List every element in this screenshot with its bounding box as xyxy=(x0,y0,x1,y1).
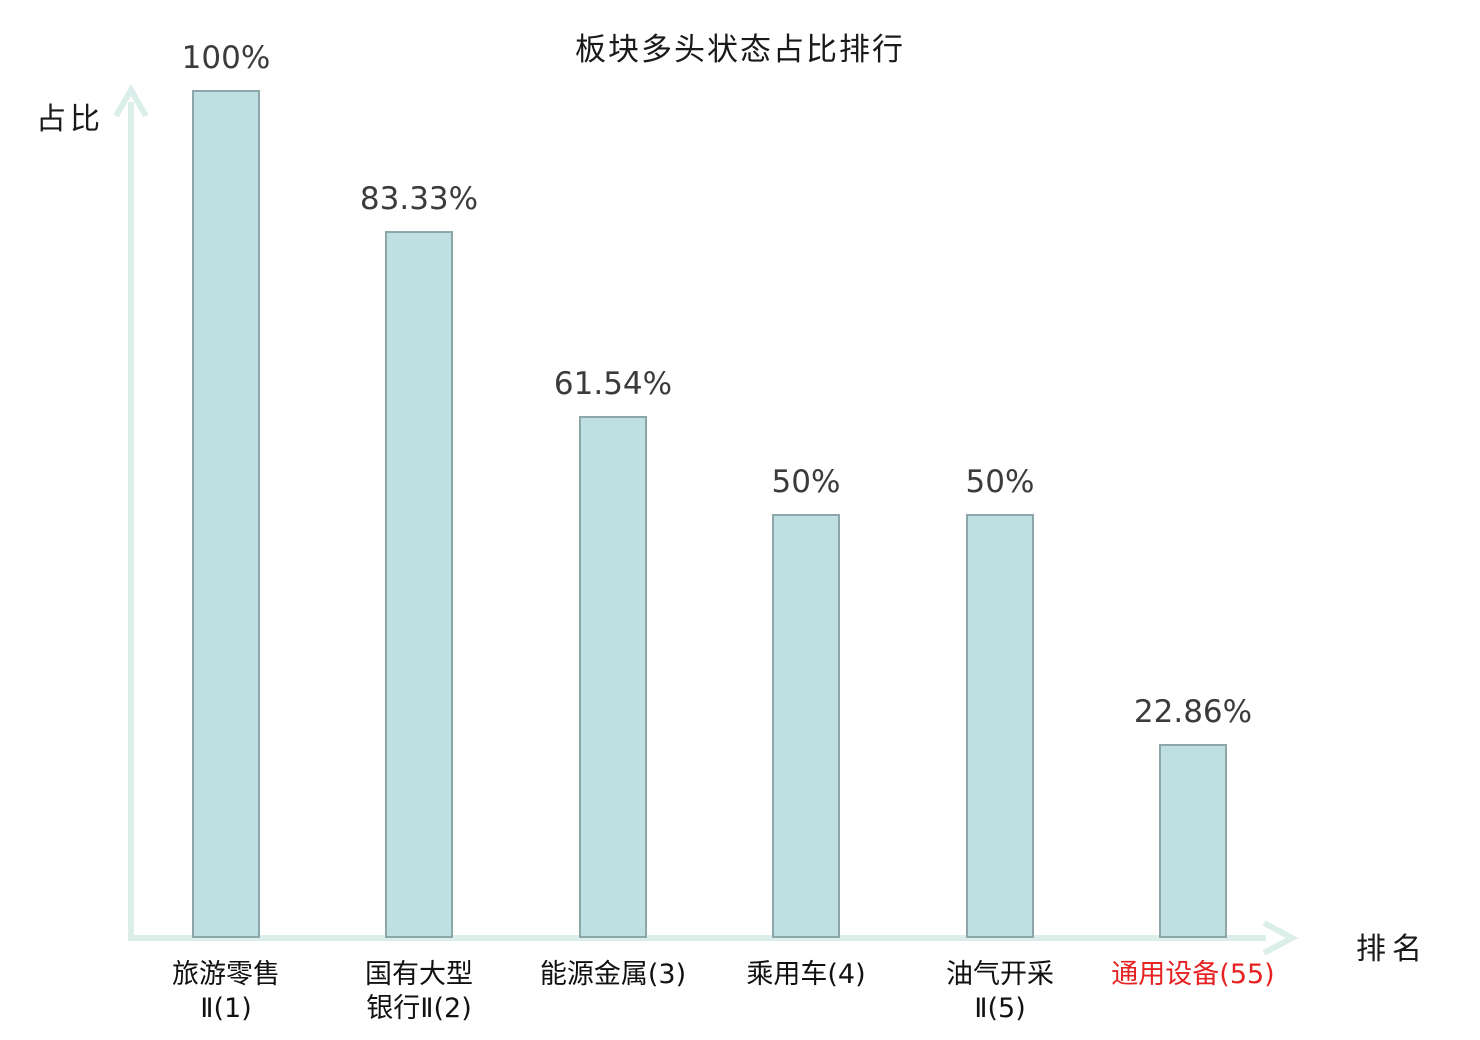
category-label-line: 国有大型 xyxy=(365,959,473,990)
category-label: 国有大型 银行Ⅱ(2) xyxy=(289,958,549,1026)
bar xyxy=(579,416,647,938)
bar xyxy=(1159,744,1227,938)
bar xyxy=(772,514,840,938)
category-label: 旅游零售 Ⅱ(1) xyxy=(96,958,356,1026)
category-label-line: 通用设备(55) xyxy=(1111,959,1275,990)
bar-value-label: 61.54% xyxy=(553,366,673,402)
category-label-line: Ⅱ(1) xyxy=(200,993,252,1024)
category-label: 通用设备(55) xyxy=(1063,958,1323,992)
category-label: 乘用车(4) xyxy=(676,958,936,992)
bar xyxy=(385,231,453,938)
y-axis-label: 占比 xyxy=(36,102,104,137)
bar-value-label: 50% xyxy=(965,464,1035,500)
bar-value-label: 83.33% xyxy=(359,181,479,217)
x-axis-label: 排名 xyxy=(1356,932,1428,967)
bar xyxy=(192,90,260,938)
bar-value-label: 100% xyxy=(181,40,271,76)
category-label-line: 乘用车(4) xyxy=(746,959,866,990)
category-label-line: 能源金属(3) xyxy=(539,959,687,990)
y-axis-arrow-icon xyxy=(113,83,149,118)
bar-value-label: 22.86% xyxy=(1133,694,1253,730)
category-label-line: 银行Ⅱ(2) xyxy=(366,993,472,1024)
category-label: 油气开采 Ⅱ(5) xyxy=(870,958,1130,1026)
bar-value-label: 50% xyxy=(771,464,841,500)
bar xyxy=(966,514,1034,938)
category-label: 能源金属(3) xyxy=(483,958,743,992)
chart-title: 板块多头状态占比排行 xyxy=(575,32,905,68)
x-axis-arrow-icon xyxy=(1262,920,1299,956)
category-label-line: Ⅱ(5) xyxy=(974,993,1026,1024)
category-label-line: 油气开采 xyxy=(946,959,1054,990)
category-label-line: 旅游零售 xyxy=(172,959,280,990)
